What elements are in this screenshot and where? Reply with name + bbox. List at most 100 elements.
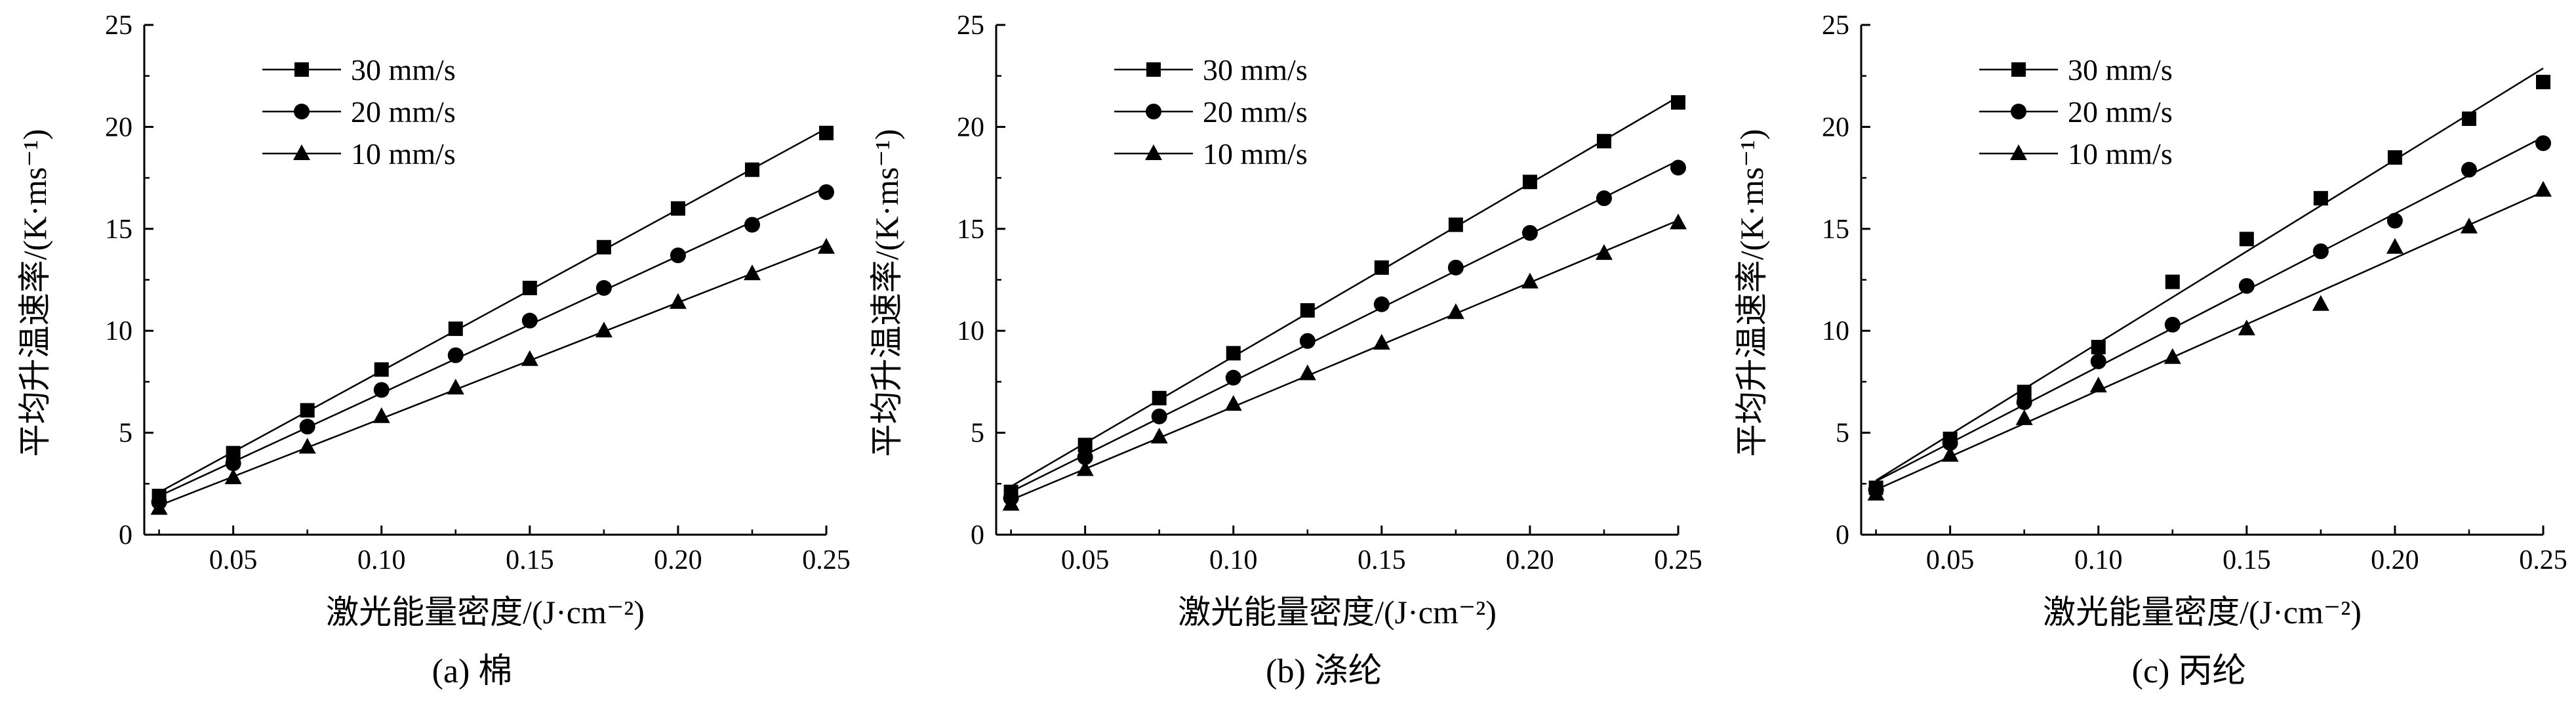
legend-marker-1 [2011,104,2026,119]
data-point-2-0 [150,499,168,515]
x-tick-label: 0.15 [506,545,554,575]
data-point-1-3 [2090,353,2106,369]
y-axis-label: 平均升温速率/(K·ms⁻¹) [16,129,53,457]
chart-panel-c: 0 5 10 15 20 25 0.05 0.10 0.15 0.20 0.25 激光能量密度/(J·… [1733,10,2567,690]
legend-marker-2 [293,144,310,160]
data-point-1-2 [1151,408,1167,424]
data-point-1-3 [373,382,390,398]
x-tick-label: 0.20 [2371,545,2419,575]
legend-label-2: 10 mm/s [351,137,456,171]
panel-caption: (b) 涤纶 [1266,653,1382,690]
data-point-2-3 [2089,377,2107,393]
data-point-0-6 [596,239,611,255]
data-point-1-6 [595,279,612,296]
data-point-2-5 [2238,320,2255,336]
panel-caption: (a) 棉 [432,653,513,690]
data-point-2-9 [2535,180,2552,197]
x-tick-label: 0.20 [654,545,702,575]
x-axis-label: 激光能量密度/(J·cm⁻²) [2043,594,2362,630]
y-tick-label: 15 [105,215,132,245]
x-tick-label: 0.15 [2223,545,2271,575]
data-point-0-4 [2165,274,2180,289]
x-tick-label: 0.10 [2074,545,2123,575]
data-point-2-5 [1373,333,1390,350]
x-tick-label: 0.05 [1061,545,1110,575]
x-tick-label: 0.25 [1654,545,1702,575]
x-tick-label: 0.05 [1926,545,1975,575]
x-tick-label: 0.25 [802,545,851,575]
data-point-2-4 [2163,348,2181,364]
legend-marker-0 [2011,62,2026,77]
data-point-2-1 [224,468,242,484]
series-line-0 [1010,96,1679,487]
data-point-0-4 [448,321,463,337]
legend-label-1: 20 mm/s [351,95,456,129]
data-point-2-2 [2015,409,2033,425]
data-point-1-2 [299,419,315,435]
data-point-1-8 [2461,161,2477,178]
data-point-1-5 [1373,296,1390,312]
x-tick-label: 0.10 [357,545,406,575]
data-point-0-3 [374,362,389,377]
data-point-1-6 [2312,243,2329,259]
legend-label-2: 10 mm/s [1203,137,1308,171]
legend-marker-1 [1146,104,1161,119]
data-point-2-1 [1941,445,1959,462]
y-tick-label: 25 [105,10,132,41]
chart-panel-b: 0 5 10 15 20 25 0.05 0.10 0.15 0.20 0.25 激光能量密度/(J·… [868,10,1702,690]
chart-panel-a: 0 5 10 15 20 25 0.05 0.10 0.15 0.20 0.25 激光能量密度/(J·… [16,10,851,690]
data-point-2-8 [2460,217,2478,234]
y-tick-label: 10 [957,316,984,346]
data-point-1-7 [670,247,686,264]
series-line-1 [1011,159,1679,493]
data-point-1-8 [744,217,760,233]
y-tick-label: 10 [105,316,132,346]
y-axis-label: 平均升温速率/(K·ms⁻¹) [1733,129,1770,457]
y-tick-label: 20 [957,112,984,142]
legend-label-2: 10 mm/s [2068,137,2173,171]
data-point-1-4 [1299,333,1316,349]
y-tick-label: 15 [1822,215,1849,245]
data-point-2-2 [1150,427,1168,444]
data-point-2-6 [1447,303,1464,320]
data-point-0-4 [1300,303,1315,318]
data-point-1-5 [2238,278,2255,294]
legend-label-0: 30 mm/s [351,53,456,87]
data-point-1-2 [2016,394,2032,410]
data-point-2-8 [743,264,761,281]
legend-marker-0 [1146,62,1161,77]
legend-marker-2 [2010,144,2027,160]
data-point-0-3 [2091,340,2106,355]
data-point-2-6 [595,321,613,338]
x-tick-label: 0.10 [1209,545,1258,575]
y-axis-label: 平均升温速率/(K·ms⁻¹) [868,129,905,457]
data-point-0-7 [1522,175,1537,190]
y-tick-label: 0 [119,520,132,550]
data-point-0-7 [2387,150,2402,165]
data-point-0-2 [300,403,315,418]
data-point-1-3 [1225,369,1241,386]
y-tick-label: 20 [1822,112,1849,142]
data-point-2-7 [669,293,687,309]
y-tick-label: 5 [1836,419,1849,449]
y-tick-label: 25 [1822,10,1849,41]
data-point-2-4 [447,379,464,395]
data-point-1-9 [2535,135,2551,152]
series-line-2 [1011,219,1679,501]
data-point-2-7 [1521,272,1539,289]
legend-marker-0 [294,62,309,77]
data-point-2-9 [1670,213,1687,230]
data-point-1-7 [1521,225,1538,241]
data-point-0-9 [819,125,834,140]
legend-label-0: 30 mm/s [2068,53,2173,87]
data-point-0-7 [670,201,685,216]
x-axis-label: 激光能量密度/(J·cm⁻²) [1178,594,1497,630]
data-point-2-6 [2312,295,2329,311]
series-line-1 [159,186,827,497]
y-tick-label: 0 [1836,520,1849,550]
data-point-0-8 [2461,111,2476,126]
data-point-0-9 [2536,75,2550,90]
legend-label-1: 20 mm/s [2068,95,2173,129]
data-point-1-1 [225,455,241,472]
data-point-1-9 [818,184,834,200]
